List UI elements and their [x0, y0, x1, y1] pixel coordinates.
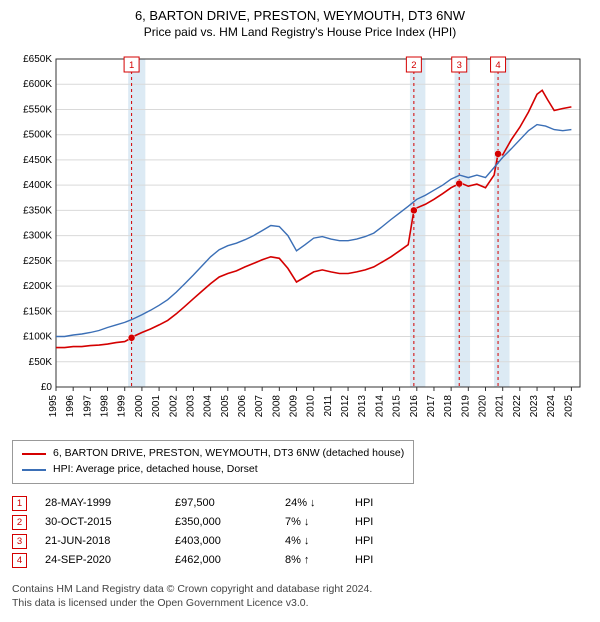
sale-diff: 4%	[285, 535, 355, 547]
legend-swatch	[22, 453, 46, 455]
legend-swatch	[22, 469, 46, 471]
svg-text:£600K: £600K	[23, 79, 52, 90]
svg-text:2022: 2022	[512, 395, 523, 418]
sale-marker-box: 4	[12, 553, 27, 568]
svg-text:£50K: £50K	[29, 357, 53, 368]
chart-title: 6, BARTON DRIVE, PRESTON, WEYMOUTH, DT3 …	[12, 8, 588, 23]
sale-row: 3 21-JUN-2018£403,0004%HPI	[12, 532, 588, 551]
svg-text:£350K: £350K	[23, 205, 52, 216]
svg-text:2012: 2012	[340, 395, 351, 418]
svg-text:£100K: £100K	[23, 332, 52, 343]
svg-text:2016: 2016	[409, 395, 420, 418]
svg-text:2001: 2001	[151, 395, 162, 418]
svg-text:£500K: £500K	[23, 130, 52, 141]
sale-diff: 7%	[285, 516, 355, 528]
svg-text:2006: 2006	[237, 395, 248, 418]
sale-vs-label: HPI	[355, 516, 373, 528]
svg-text:2024: 2024	[546, 395, 557, 418]
svg-text:1995: 1995	[48, 395, 59, 418]
svg-text:£300K: £300K	[23, 231, 52, 242]
svg-text:2017: 2017	[426, 395, 437, 418]
chart-container: 6, BARTON DRIVE, PRESTON, WEYMOUTH, DT3 …	[0, 0, 600, 622]
sale-row: 1 28-MAY-1999£97,50024%HPI	[12, 494, 588, 513]
footer-attribution: Contains HM Land Registry data © Crown c…	[12, 582, 588, 610]
sale-marker-box: 2	[12, 515, 27, 530]
svg-text:£0: £0	[41, 382, 53, 393]
svg-text:2023: 2023	[529, 395, 540, 418]
sale-marker-box: 1	[12, 496, 27, 511]
sale-vs-label: HPI	[355, 554, 373, 566]
footer-line: This data is licensed under the Open Gov…	[12, 596, 588, 610]
sales-table: 128-MAY-1999£97,50024%HPI230-OCT-2015£35…	[12, 494, 588, 570]
svg-text:2025: 2025	[563, 395, 574, 418]
svg-text:2008: 2008	[271, 395, 282, 418]
svg-text:1: 1	[129, 60, 134, 71]
svg-text:1999: 1999	[117, 395, 128, 418]
svg-text:1997: 1997	[82, 395, 93, 418]
legend-label: 6, BARTON DRIVE, PRESTON, WEYMOUTH, DT3 …	[53, 446, 404, 462]
sale-vs-label: HPI	[355, 535, 373, 547]
svg-text:£450K: £450K	[23, 155, 52, 166]
sale-diff: 8%	[285, 554, 355, 566]
svg-text:2000: 2000	[134, 395, 145, 418]
svg-text:2005: 2005	[220, 395, 231, 418]
svg-text:4: 4	[495, 60, 500, 71]
sale-vs-label: HPI	[355, 497, 373, 509]
svg-text:2019: 2019	[460, 395, 471, 418]
svg-text:2007: 2007	[254, 395, 265, 418]
sale-date: 21-JUN-2018	[45, 535, 175, 547]
chart-subtitle: Price paid vs. HM Land Registry's House …	[12, 25, 588, 39]
chart-plot: £0 £50K £100K £150K £200K £250K £300K £350K £400…	[12, 47, 588, 432]
sale-date: 30-OCT-2015	[45, 516, 175, 528]
sale-date: 28-MAY-1999	[45, 497, 175, 509]
svg-text:2002: 2002	[168, 395, 179, 418]
legend-row: HPI: Average price, detached house, Dors…	[22, 462, 404, 478]
sale-marker-box: 3	[12, 534, 27, 549]
svg-text:2013: 2013	[357, 395, 368, 418]
svg-text:2003: 2003	[185, 395, 196, 418]
svg-text:2020: 2020	[478, 395, 489, 418]
sale-price: £97,500	[175, 497, 285, 509]
svg-text:2015: 2015	[392, 395, 403, 418]
svg-text:2004: 2004	[203, 395, 214, 418]
legend-label: HPI: Average price, detached house, Dors…	[53, 462, 258, 478]
svg-text:2011: 2011	[323, 395, 334, 417]
sale-price: £350,000	[175, 516, 285, 528]
sale-price: £403,000	[175, 535, 285, 547]
legend-row: 6, BARTON DRIVE, PRESTON, WEYMOUTH, DT3 …	[22, 446, 404, 462]
svg-text:2021: 2021	[495, 395, 506, 418]
sale-price: £462,000	[175, 554, 285, 566]
svg-text:£650K: £650K	[23, 54, 52, 65]
svg-text:£250K: £250K	[23, 256, 52, 267]
sale-date: 24-SEP-2020	[45, 554, 175, 566]
svg-text:£200K: £200K	[23, 281, 52, 292]
legend: 6, BARTON DRIVE, PRESTON, WEYMOUTH, DT3 …	[12, 440, 414, 484]
svg-text:£400K: £400K	[23, 180, 52, 191]
svg-text:1998: 1998	[100, 395, 111, 418]
svg-text:£150K: £150K	[23, 306, 52, 317]
sale-row: 2 30-OCT-2015£350,0007%HPI	[12, 513, 588, 532]
sale-diff: 24%	[285, 497, 355, 509]
sale-row: 4 24-SEP-2020£462,0008%HPI	[12, 551, 588, 570]
svg-text:2010: 2010	[306, 395, 317, 418]
svg-text:2014: 2014	[374, 395, 385, 418]
svg-text:3: 3	[457, 60, 462, 71]
svg-text:1996: 1996	[65, 395, 76, 418]
svg-text:2018: 2018	[443, 395, 454, 418]
svg-text:2: 2	[411, 60, 416, 71]
svg-text:2009: 2009	[289, 395, 300, 418]
svg-text:£550K: £550K	[23, 104, 52, 115]
footer-line: Contains HM Land Registry data © Crown c…	[12, 582, 588, 596]
line-chart-svg: £0 £50K £100K £150K £200K £250K £300K £350K £400…	[12, 47, 588, 427]
